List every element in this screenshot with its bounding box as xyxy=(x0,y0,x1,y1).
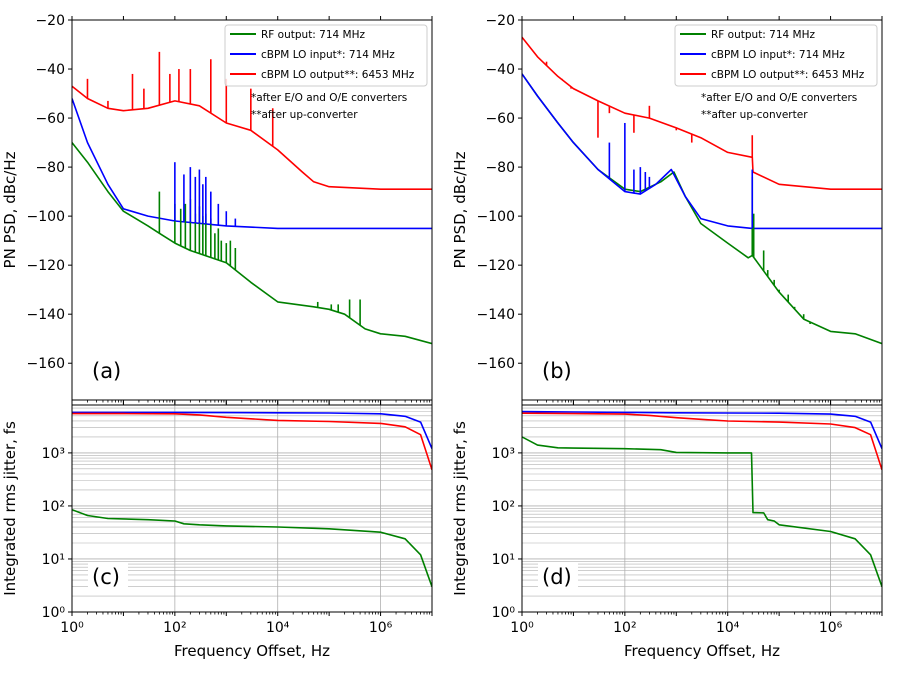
y-tick-label: 10² xyxy=(492,499,515,515)
panel-b: −160 −140 −120 −100 −80 −60 −40 −20 PN PSD, dBc/… xyxy=(451,13,883,404)
legend-box xyxy=(674,24,878,87)
series-line-c-0 xyxy=(72,508,432,587)
y-tick-label: 10³ xyxy=(42,446,65,462)
y-tick-label: −60 xyxy=(35,111,65,127)
y-axis-title: Integrated rms jitter, fs xyxy=(451,421,469,596)
x-tick-label: 10⁰ xyxy=(510,620,534,636)
plot-area xyxy=(522,36,882,345)
legend-entry: RF output: 714 MHz xyxy=(711,29,816,41)
x-tick-label: 10⁴ xyxy=(716,620,740,636)
y-tick-label: 10¹ xyxy=(42,552,65,568)
panel-label-bg xyxy=(538,562,578,592)
x-axis-title: Frequency Offset, Hz xyxy=(174,642,330,660)
axes-frame xyxy=(71,404,433,613)
y-tick-label: 10⁰ xyxy=(42,605,66,621)
series-line-c-1 xyxy=(72,411,432,450)
legend: RF output: 714 MHz cBPM LO input*: 714 MH… xyxy=(224,24,428,87)
panel-a: −160 −140 −120 −100 −80 −60 −40 −20 PN PSD, dBc/… xyxy=(1,13,433,404)
y-tick-label: 10³ xyxy=(492,446,515,462)
panel-d: 10⁰ 10² 10⁴ 10⁶ Frequency Offset, Hz 10⁰ 10¹ 10… xyxy=(451,401,883,660)
legend-box xyxy=(224,24,428,87)
y-tick-label: 10⁰ xyxy=(492,605,516,621)
x-tick-label: 10⁶ xyxy=(819,620,843,636)
y-tick-label: −40 xyxy=(485,62,515,78)
x-tick-label: 10⁰ xyxy=(60,620,84,636)
panel-label: (d) xyxy=(542,565,572,589)
y-tick-label: −120 xyxy=(477,258,515,274)
y-axis-title: Integrated rms jitter, fs xyxy=(1,421,19,596)
x-tick-label: 10² xyxy=(163,620,186,636)
y-tick-label: −100 xyxy=(27,209,65,225)
x-tick-label: 10⁴ xyxy=(266,620,290,636)
y-axis-title: PN PSD, dBc/Hz xyxy=(1,151,19,268)
legend-footnote: *after E/O and O/E converters xyxy=(251,92,407,104)
y-tick-label: −140 xyxy=(27,307,65,323)
series-line-b-1 xyxy=(522,73,882,230)
y-tick-label: −60 xyxy=(485,111,515,127)
y-tick-label: −160 xyxy=(27,356,65,372)
y-tick-label: −80 xyxy=(35,160,65,176)
legend-entry: cBPM LO input*: 714 MHz xyxy=(711,49,845,61)
panel-c: 10⁰ 10² 10⁴ 10⁶ Frequency Offset, Hz 10⁰ 10¹ 10… xyxy=(1,401,433,660)
y-tick-label: 10² xyxy=(42,499,65,515)
y-tick-label: −120 xyxy=(27,258,65,274)
panel-label-bg xyxy=(88,562,128,592)
legend-entry: cBPM LO output**: 6453 MHz xyxy=(261,69,415,81)
axes-frame xyxy=(521,19,883,401)
legend-footnote: *after E/O and O/E converters xyxy=(701,92,857,104)
y-tick-label: −20 xyxy=(35,13,65,29)
legend-footnote: **after up-converter xyxy=(701,109,808,121)
y-tick-label: −40 xyxy=(35,62,65,78)
plot-area xyxy=(522,410,882,587)
axes-frame xyxy=(521,404,883,613)
y-tick-label: −80 xyxy=(485,160,515,176)
x-axis-title: Frequency Offset, Hz xyxy=(624,642,780,660)
legend-entry: RF output: 714 MHz xyxy=(261,29,366,41)
series-line-a-0 xyxy=(72,142,432,345)
series-line-a-2 xyxy=(72,85,432,190)
axes-frame xyxy=(71,19,433,401)
panel-label: (c) xyxy=(92,565,120,589)
plot-area xyxy=(72,51,432,345)
legend-entry: cBPM LO input*: 714 MHz xyxy=(261,49,395,61)
legend-entry: cBPM LO output**: 6453 MHz xyxy=(711,69,865,81)
panel-label: (a) xyxy=(92,359,121,383)
panel-label: (b) xyxy=(542,359,572,383)
y-tick-label: −20 xyxy=(485,13,515,29)
y-tick-label: 10¹ xyxy=(492,552,515,568)
legend-footnote: **after up-converter xyxy=(251,109,358,121)
y-tick-label: −140 xyxy=(477,307,515,323)
series-line-c-2 xyxy=(72,412,432,471)
series-line-d-2 xyxy=(522,412,882,471)
x-tick-label: 10² xyxy=(613,620,636,636)
y-tick-label: −100 xyxy=(477,209,515,225)
legend: RF output: 714 MHz cBPM LO input*: 714 MH… xyxy=(674,24,878,87)
y-tick-label: −160 xyxy=(477,356,515,372)
plot-area xyxy=(72,411,432,587)
x-tick-label: 10⁶ xyxy=(369,620,393,636)
series-line-d-0 xyxy=(522,436,882,587)
series-line-d-1 xyxy=(522,410,882,450)
y-axis-title: PN PSD, dBc/Hz xyxy=(451,151,469,268)
